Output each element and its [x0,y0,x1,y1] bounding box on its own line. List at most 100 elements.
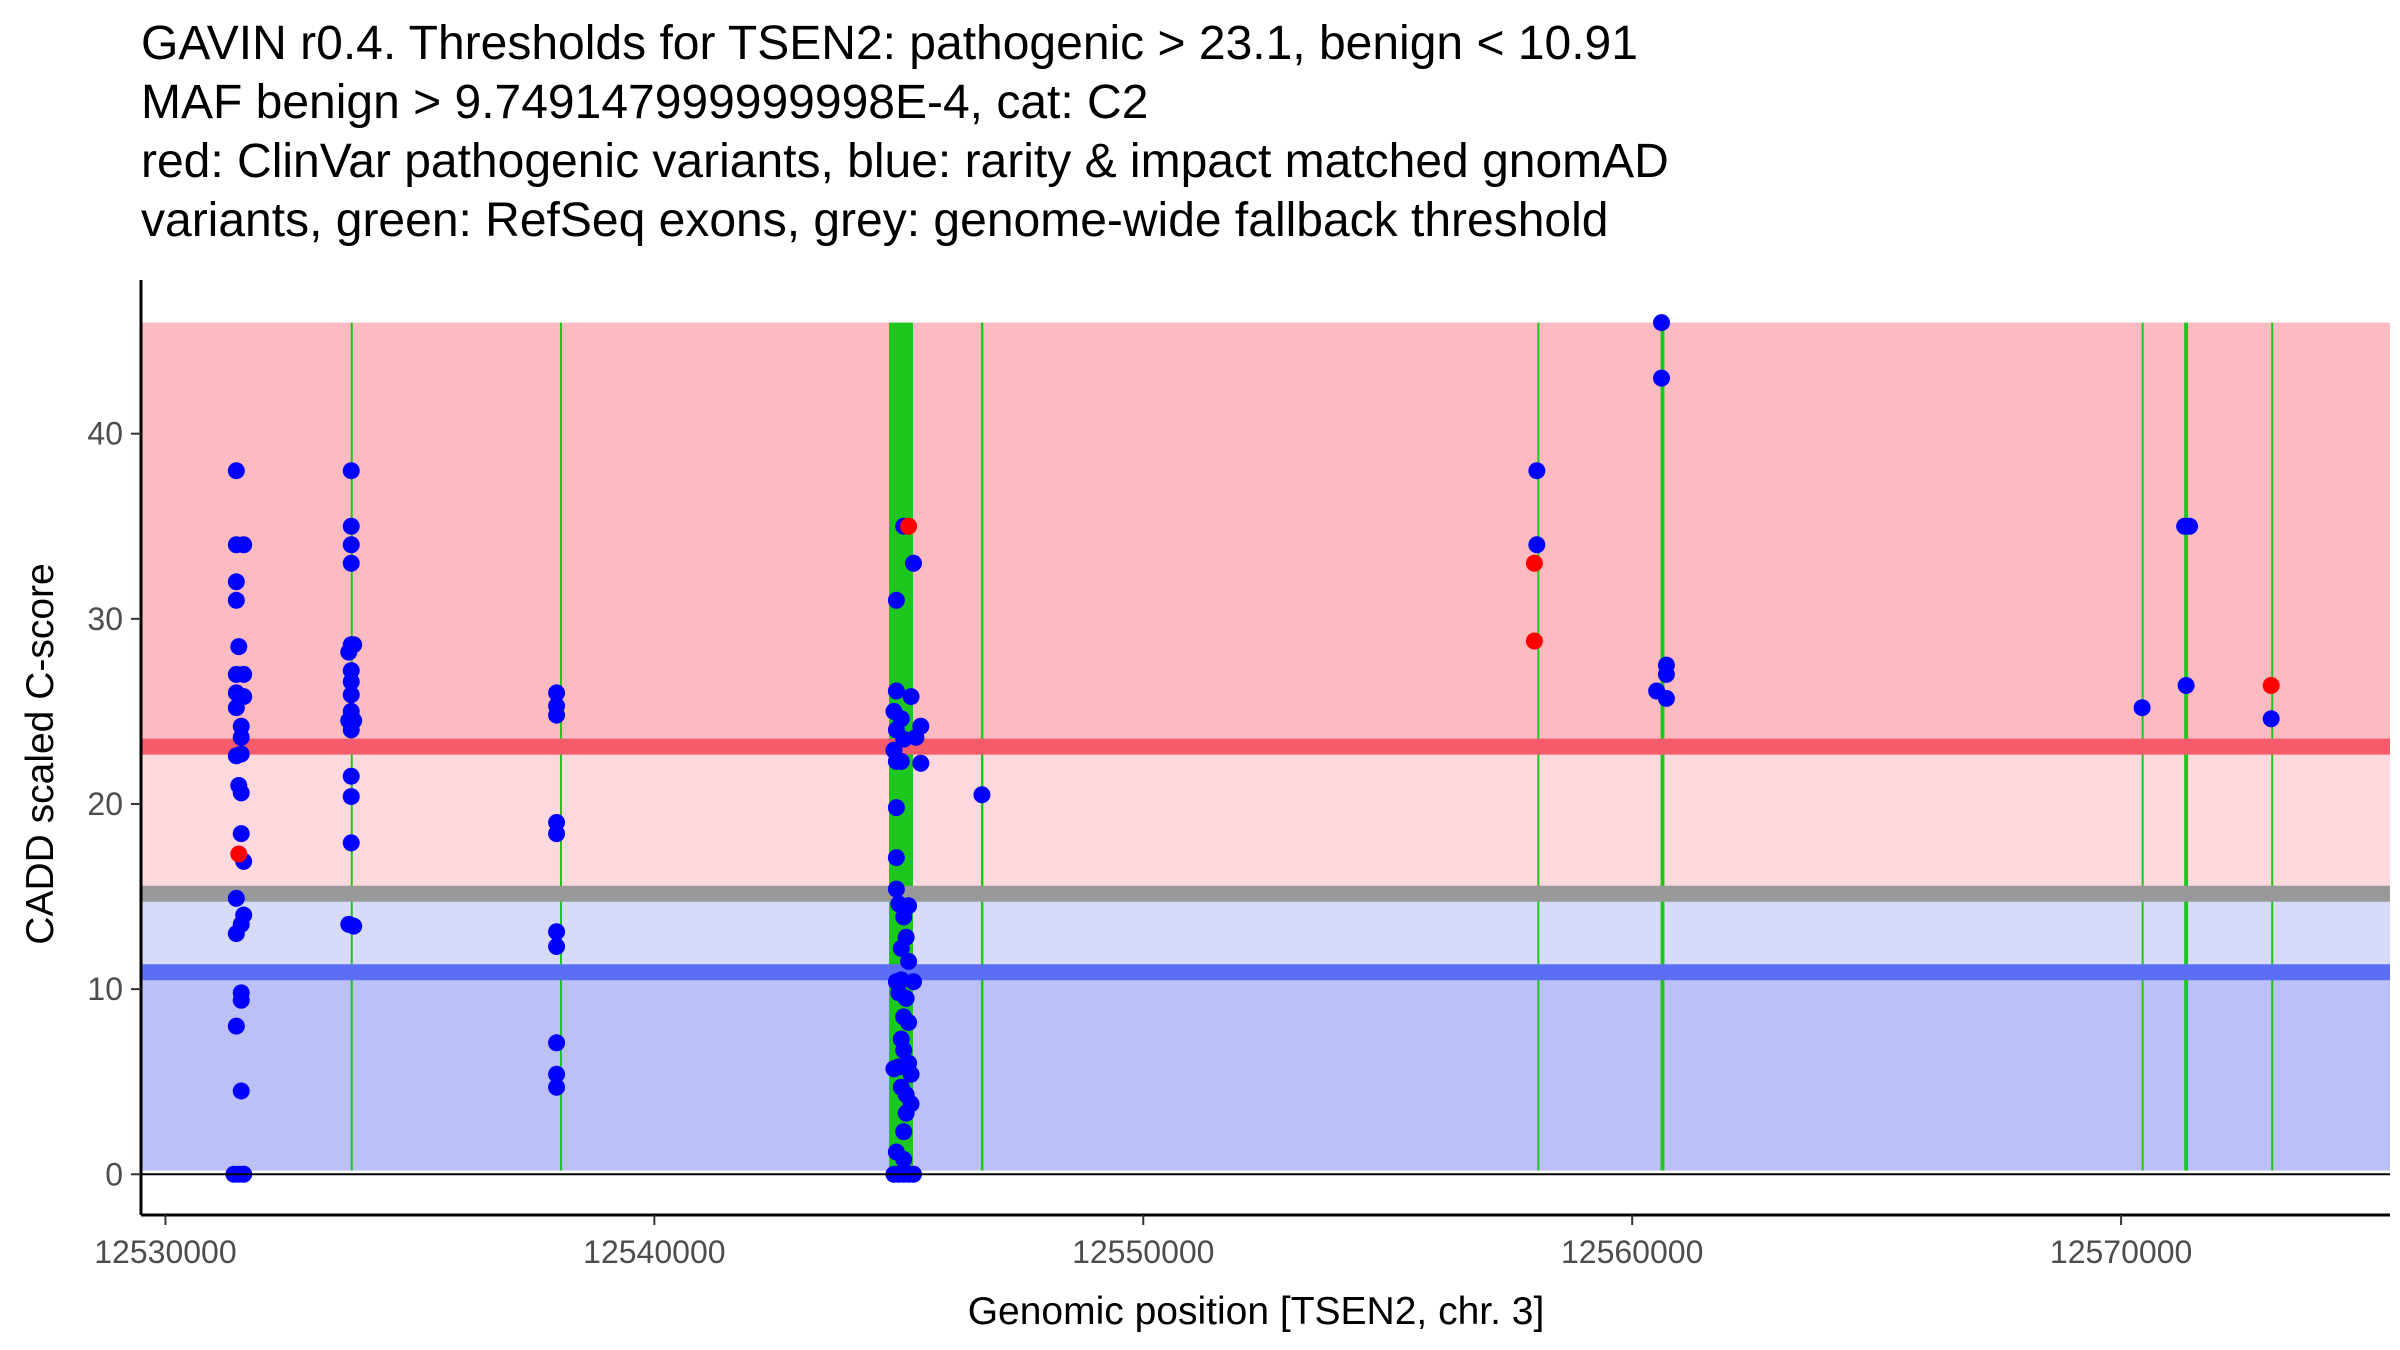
chart-title-line-3: red: ClinVar pathogenic variants, blue: … [141,135,1669,188]
gnomad-point [227,462,245,480]
gnomad-point [887,799,905,817]
y-tick-label: 20 [87,786,123,822]
gnomad-point [892,752,910,770]
gnomad-point [1657,689,1675,707]
gnomad-point [232,1082,250,1100]
gnomad-point [345,636,363,654]
gnomad-point [345,917,363,935]
gnomad-point [900,952,918,970]
gnomad-point [342,462,360,480]
gnomad-point [1653,314,1671,332]
pathogenic-zone [141,322,2390,747]
gnomad-point [904,554,922,572]
gnomad-point [1528,536,1546,554]
gnomad-point [895,730,913,748]
gnomad-point [1653,369,1671,387]
gnomad-point [342,721,360,739]
gnomad-point [227,925,245,943]
gnomad-point [342,673,360,691]
gnomad-point [342,834,360,852]
clinvar-point [900,517,918,535]
clinvar-point [2262,676,2280,694]
gnomad-point [2177,676,2195,694]
gnomad-point [232,825,250,843]
gnomad-point [897,989,915,1007]
gnomad-point [227,573,245,591]
gnomad-point [548,1065,566,1083]
clinvar-point [1525,632,1543,650]
gnomad-point [235,665,253,683]
gnomad-point [902,688,920,706]
x-tick-label: 12560000 [1561,1234,1703,1270]
x-tick-label: 12530000 [94,1234,236,1270]
clinvar-point [230,845,248,863]
gnomad-point [887,880,905,898]
x-axis-title: Genomic position [TSEN2, chr. 3] [968,1290,1545,1333]
intermediate-zone [141,746,2390,894]
y-tick-label: 0 [105,1156,123,1192]
threshold-bands [141,322,2390,1171]
gnomad-point [548,1034,566,1052]
x-tick-label: 12550000 [1072,1234,1214,1270]
gnomad-point [227,591,245,609]
benign-zone [141,972,2390,1171]
gnomad-point [897,1104,915,1122]
chart-title-line-4: variants, green: RefSeq exons, grey: gen… [141,194,1609,247]
gnomad-point [230,638,248,656]
gnomad-point [912,754,930,772]
gnomad-point [885,1060,903,1078]
gnomad-point [232,991,250,1009]
gnomad-point [548,684,566,702]
clinvar-point [1525,554,1543,572]
y-tick-label: 10 [87,971,123,1007]
gnomad-point [227,699,245,717]
gnomad-point [342,536,360,554]
gnomad-point [227,1017,245,1035]
gnomad-point [895,1123,913,1141]
gnomad-point [902,1065,920,1083]
x-tick-label: 12540000 [583,1234,725,1270]
data-points [225,314,2280,1183]
gnomad-point [887,591,905,609]
gnomad-point [1528,462,1546,480]
axes: 0 10 20 30 40 12530000 12540000 12550000 1256000… [87,280,2390,1270]
gnomad-point [887,849,905,867]
gnomad-point [900,1013,918,1031]
y-tick-label: 40 [87,416,123,452]
gnomad-point [232,745,250,763]
gnomad-point [892,939,910,957]
gnomad-point [2181,517,2199,535]
gnomad-point [342,767,360,785]
gnomad-point [342,554,360,572]
gnomad-point [2262,710,2280,728]
chart-title-line-1: GAVIN r0.4. Thresholds for TSEN2: pathog… [141,17,1638,70]
gnomad-point [548,825,566,843]
gnomad-point [887,682,905,700]
gnomad-point [227,889,245,907]
chart-title: GAVIN r0.4. Thresholds for TSEN2: pathog… [141,14,1669,250]
gnomad-point [895,908,913,926]
gnomad-point [342,517,360,535]
gnomad-point [548,706,566,724]
gnomad-point [548,938,566,956]
gnomad-point [2133,699,2151,717]
y-axis-title: CADD scaled C-score [19,563,62,944]
gnomad-point [973,786,991,804]
chart-title-line-2: MAF benign > 9.749147999999998E-4, cat: … [141,76,1149,129]
y-tick-label: 30 [87,601,123,637]
gnomad-point [232,784,250,802]
gnomad-point [342,788,360,806]
gnomad-point [548,923,566,941]
gnomad-point [235,536,253,554]
gnomad-point [904,973,922,991]
gnomad-point [895,1041,913,1059]
gnomad-point [342,686,360,704]
gnomad-point [548,1078,566,1096]
x-tick-label: 12570000 [2050,1234,2192,1270]
threshold-lines [141,738,2390,981]
gnomad-point [1657,665,1675,683]
fallback-benign-zone [141,893,2390,973]
gnomad-point [895,1150,913,1168]
gnomad-point [232,728,250,746]
